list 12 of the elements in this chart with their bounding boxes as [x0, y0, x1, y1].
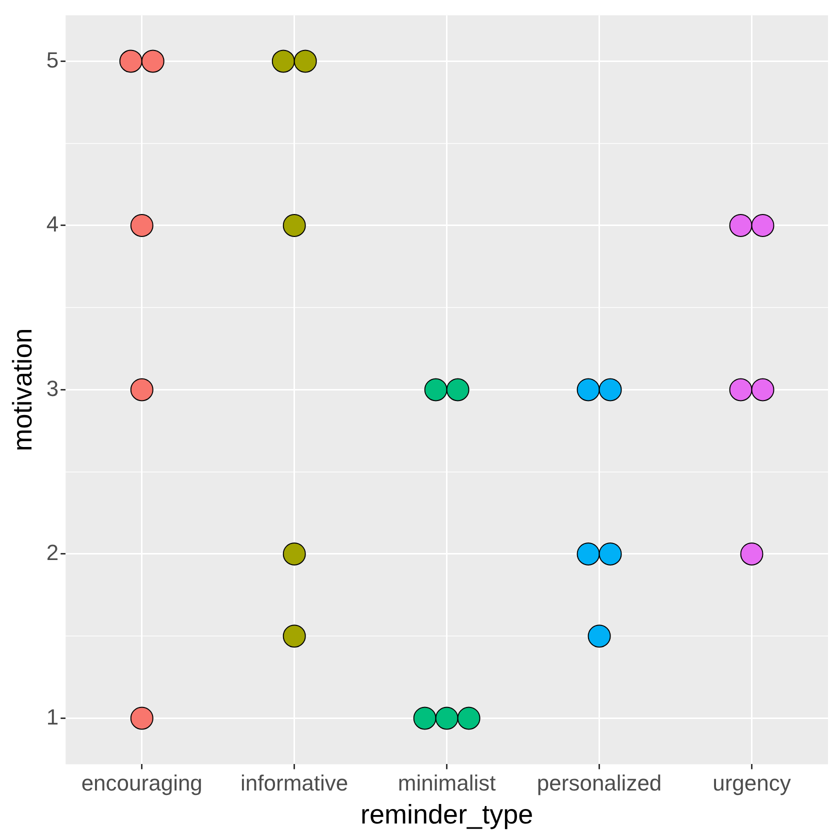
y-tick-label: 5 — [46, 47, 59, 72]
x-tick-label: minimalist — [398, 770, 496, 796]
y-tick-label: 4 — [46, 212, 59, 237]
x-tick-label: encouraging — [81, 770, 202, 796]
y-tick-label: 1 — [46, 704, 59, 730]
x-tick-label: urgency — [712, 770, 791, 796]
y-axis-title: motivation — [8, 328, 38, 452]
x-tick-label: informative — [240, 770, 348, 796]
x-axis-title: reminder_type — [360, 799, 534, 830]
y-tick-label: 3 — [46, 376, 59, 401]
y-tick-label: 2 — [46, 540, 59, 566]
x-tick-label: personalized — [536, 770, 662, 796]
